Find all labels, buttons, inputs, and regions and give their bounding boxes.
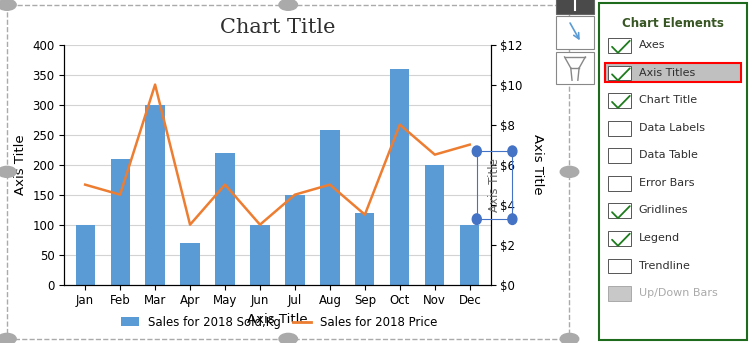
Text: Axes: Axes <box>639 40 665 50</box>
Bar <box>180 243 199 285</box>
Text: Up/Down Bars: Up/Down Bars <box>639 288 717 298</box>
X-axis label: Axis Title: Axis Title <box>247 313 308 326</box>
Circle shape <box>279 0 297 10</box>
Circle shape <box>279 333 297 343</box>
Bar <box>251 225 270 285</box>
Title: Chart Title: Chart Title <box>220 19 335 37</box>
Circle shape <box>473 146 481 156</box>
FancyBboxPatch shape <box>608 176 631 191</box>
Text: Data Labels: Data Labels <box>639 123 704 133</box>
Bar <box>76 225 95 285</box>
Text: Axis Title: Axis Title <box>488 158 501 212</box>
Legend: Sales for 2018 Sold,Kg, Sales for 2018 Price: Sales for 2018 Sold,Kg, Sales for 2018 P… <box>116 311 442 334</box>
Circle shape <box>508 214 517 224</box>
Bar <box>320 130 340 285</box>
FancyBboxPatch shape <box>608 231 631 246</box>
FancyBboxPatch shape <box>605 63 741 82</box>
Text: Chart Title: Chart Title <box>639 95 697 105</box>
FancyBboxPatch shape <box>599 3 747 340</box>
Circle shape <box>0 0 16 10</box>
FancyBboxPatch shape <box>556 16 593 49</box>
Y-axis label: Axis Title: Axis Title <box>14 134 26 195</box>
FancyBboxPatch shape <box>608 66 631 80</box>
Circle shape <box>560 0 579 10</box>
Circle shape <box>560 333 579 343</box>
Circle shape <box>560 166 579 177</box>
Bar <box>356 213 374 285</box>
FancyBboxPatch shape <box>608 286 631 301</box>
Text: Error Bars: Error Bars <box>639 178 694 188</box>
FancyBboxPatch shape <box>608 121 631 135</box>
Text: Data Table: Data Table <box>639 150 698 161</box>
Y-axis label: Axis Title: Axis Title <box>531 134 544 195</box>
Text: Gridlines: Gridlines <box>639 205 688 215</box>
Bar <box>285 194 304 285</box>
Bar <box>390 69 409 285</box>
Circle shape <box>0 333 16 343</box>
Text: Chart Elements: Chart Elements <box>622 17 723 30</box>
Text: Trendline: Trendline <box>639 261 689 271</box>
FancyBboxPatch shape <box>608 93 631 108</box>
FancyBboxPatch shape <box>556 0 593 14</box>
Text: Axis Titles: Axis Titles <box>639 68 695 78</box>
Bar <box>215 153 235 285</box>
FancyBboxPatch shape <box>608 259 631 273</box>
Circle shape <box>508 146 517 156</box>
FancyBboxPatch shape <box>608 38 631 53</box>
Bar <box>110 158 130 285</box>
FancyBboxPatch shape <box>556 52 593 84</box>
FancyBboxPatch shape <box>608 203 631 218</box>
Bar <box>460 225 479 285</box>
Circle shape <box>473 214 481 224</box>
Circle shape <box>0 166 16 177</box>
Bar <box>146 105 165 285</box>
Bar <box>425 165 445 285</box>
Text: Legend: Legend <box>639 233 680 243</box>
FancyBboxPatch shape <box>608 148 631 163</box>
